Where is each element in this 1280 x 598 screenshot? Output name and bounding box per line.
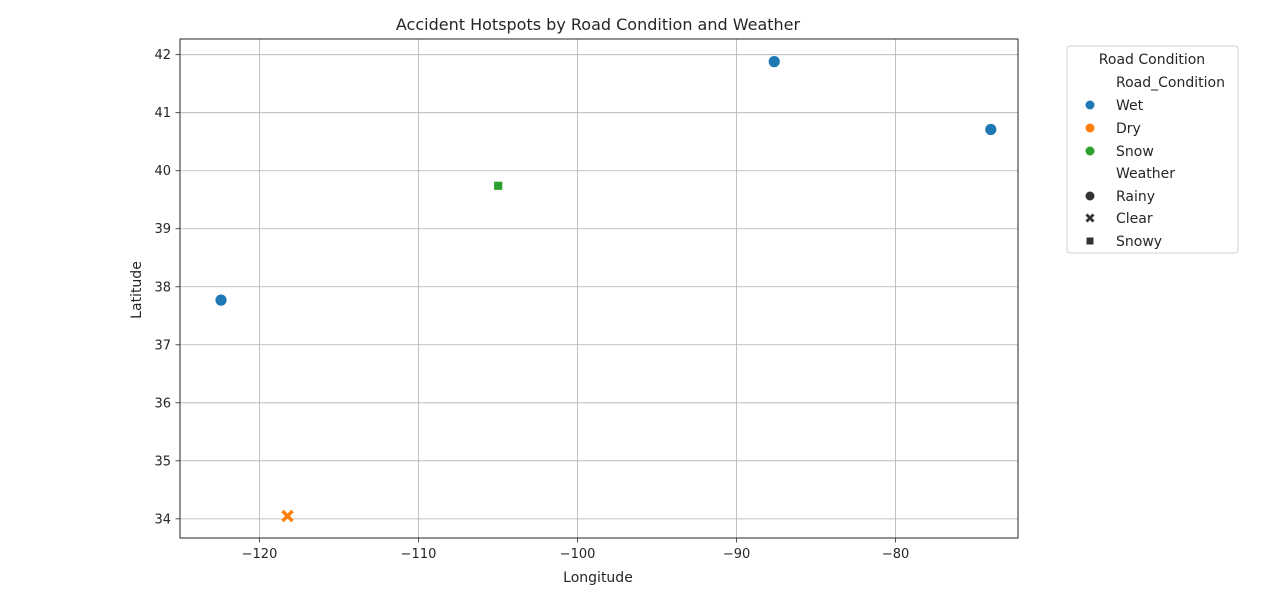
legend-label-snow: Snow [1116,144,1154,160]
y-tick-label: 35 [154,454,171,469]
grid-lines [180,39,1018,538]
y-tick-label: 40 [154,164,171,179]
data-point-circle [984,123,998,136]
y-tick-label: 42 [154,48,171,63]
legend-style-header: Weather [1116,166,1175,182]
y-tick-label: 39 [154,222,171,237]
y-tick-label: 41 [154,106,171,121]
y-tick-label: 38 [154,280,171,295]
y-axis-label: Latitude [129,261,145,319]
legend-marker-rainy [1085,191,1095,201]
legend-item-rainy: Rainy [1085,189,1155,205]
legend-marker-snow [1085,146,1095,156]
legend: Road Condition Road_Condition Wet Dry Sn… [1066,45,1239,254]
legend-label-snowy: Snowy [1116,234,1162,250]
legend-marker-clear [1085,213,1095,223]
legend-item-snow: Snow [1085,144,1154,160]
legend-marker-dry [1085,123,1095,133]
y-tick-label: 36 [154,396,171,411]
x-tick-label: −120 [242,547,278,562]
legend-hue-header: Road_Condition [1116,75,1225,91]
legend-label-rainy: Rainy [1116,189,1155,205]
legend-title: Road Condition [1099,52,1205,68]
chart-title: Accident Hotspots by Road Condition and … [396,15,801,34]
legend-box [1066,45,1239,254]
y-tick-label: 37 [154,338,171,353]
plot-area: −120 −110 −100 −90 −80 34 35 36 37 38 39 40 41 42 [154,38,1019,562]
x-tick-label: −80 [882,547,909,562]
legend-label-wet: Wet [1116,98,1144,114]
data-point-circle [214,293,228,307]
x-tick-label: −90 [723,547,750,562]
y-axis-ticks: 34 35 36 37 38 39 40 41 42 [154,48,180,527]
legend-item-dry: Dry [1085,121,1141,137]
x-tick-label: −100 [560,547,596,562]
data-point-circle [767,55,781,69]
data-point-square [493,180,504,191]
y-tick-label: 34 [154,512,171,527]
legend-item-wet: Wet [1085,98,1144,114]
data-point-x [281,509,294,523]
x-axis-label: Longitude [563,570,633,586]
legend-label-clear: Clear [1116,211,1153,227]
legend-marker-snowy [1086,237,1094,245]
plot-frame [179,38,1019,539]
legend-label-dry: Dry [1116,121,1141,137]
x-axis-ticks: −120 −110 −100 −90 −80 [242,538,909,562]
legend-item-snowy: Snowy [1086,234,1162,250]
x-tick-label: −110 [401,547,437,562]
legend-item-clear: Clear [1085,211,1153,227]
data-markers [214,55,998,523]
legend-marker-wet [1085,100,1095,110]
